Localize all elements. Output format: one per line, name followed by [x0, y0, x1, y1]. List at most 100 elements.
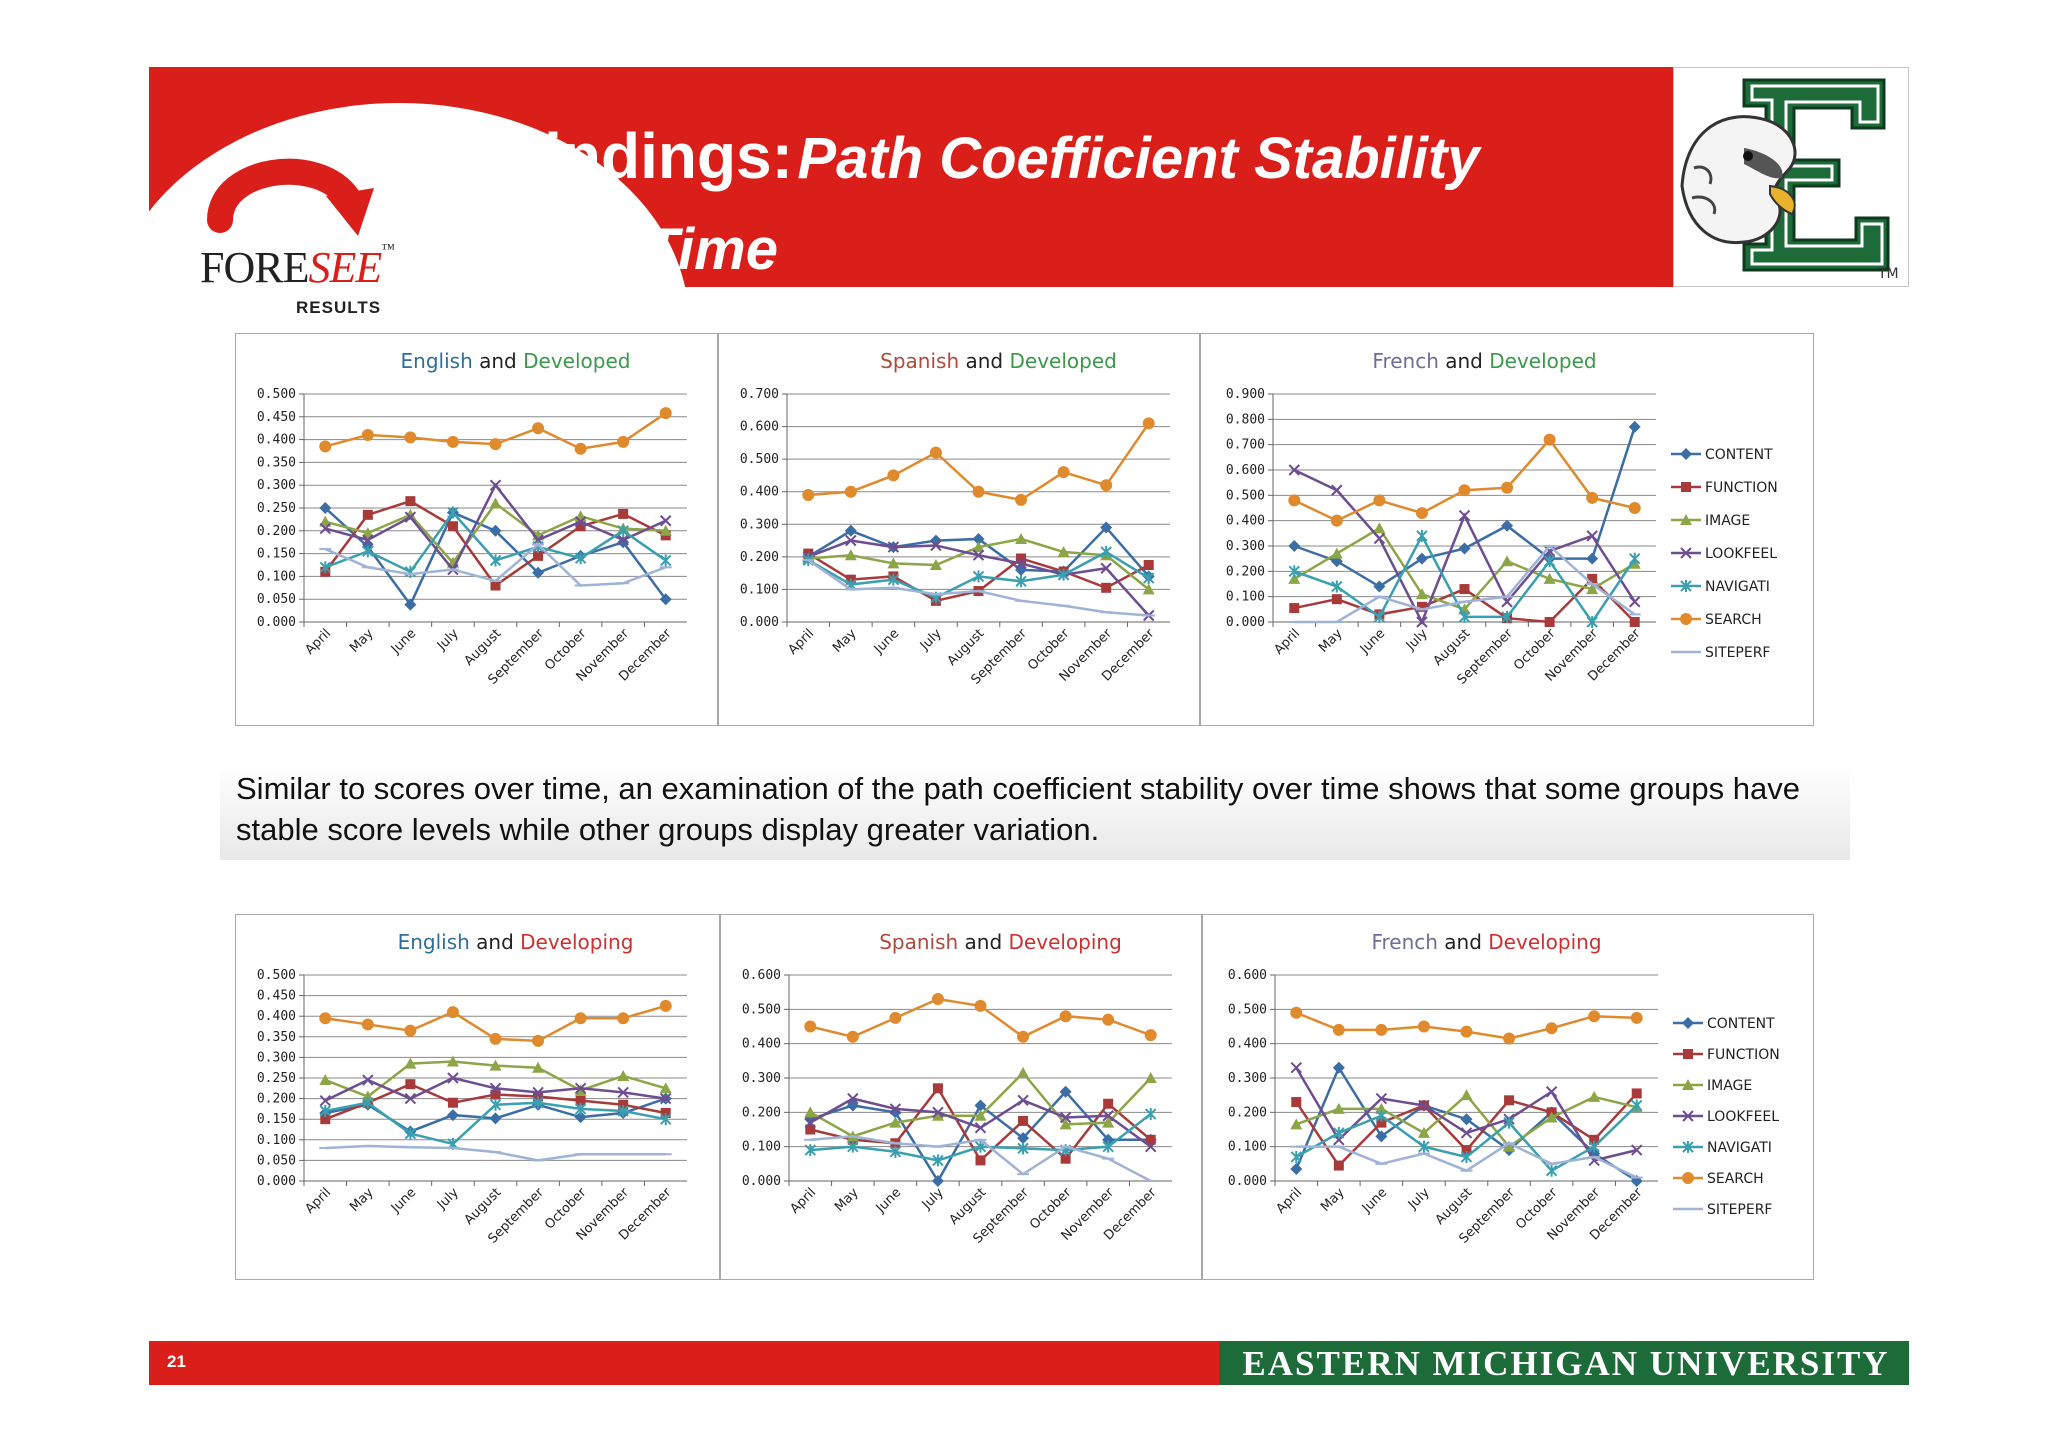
data-point — [931, 993, 944, 1006]
summary-background — [220, 765, 1850, 860]
data-point — [1501, 481, 1514, 494]
series-line — [1293, 426, 1636, 589]
data-point — [404, 431, 417, 444]
legend-item: NAVIGATI — [1671, 579, 1770, 595]
emu-tm: TM — [1877, 266, 1899, 282]
data-point — [617, 524, 629, 537]
legend-label: IMAGE — [1705, 513, 1750, 529]
data-point — [1331, 594, 1342, 605]
data-point — [617, 1012, 630, 1025]
chart-panel-french-developed: French and Developed 0.000 0.100 0.200 0.300… — [1200, 333, 1814, 726]
data-point — [1545, 1111, 1558, 1123]
data-point — [489, 479, 502, 491]
data-point — [1373, 532, 1386, 545]
data-point — [1587, 573, 1598, 584]
data-point — [804, 1116, 816, 1129]
legend-label: NAVIGATI — [1705, 579, 1770, 595]
data-point — [889, 1103, 902, 1115]
data-point — [1501, 555, 1514, 567]
series-lookfeel — [804, 1092, 1157, 1153]
eagle-e-icon: TM — [1680, 78, 1899, 282]
data-point — [1460, 1113, 1473, 1126]
data-point — [972, 549, 985, 561]
data-point — [804, 1106, 817, 1118]
data-point — [1375, 1102, 1388, 1114]
y-tick-label: 0.500 — [257, 387, 296, 402]
legend-item: SITEPERF — [1673, 1202, 1772, 1218]
data-point — [804, 1144, 816, 1157]
series-search — [1290, 1006, 1643, 1045]
data-point — [618, 1099, 629, 1110]
data-point — [489, 1082, 502, 1095]
y-tick-label: 0.400 — [742, 1037, 781, 1052]
data-point — [1142, 583, 1155, 595]
y-tick-label: 0.500 — [257, 968, 296, 983]
legend-item: IMAGE — [1673, 1078, 1752, 1094]
data-point — [1290, 1150, 1302, 1163]
y-tick-label: 0.800 — [1226, 412, 1265, 427]
y-tick-label: 0.600 — [1226, 463, 1265, 478]
data-point — [1545, 1164, 1558, 1177]
data-point — [489, 1059, 502, 1071]
data-point — [1330, 547, 1343, 559]
x-tick-label: August — [462, 626, 505, 669]
y-tick-label: 0.000 — [257, 1174, 296, 1189]
chart-title: English and Developed — [401, 349, 631, 373]
chart-title: Spanish and Developing — [879, 930, 1122, 954]
data-point — [362, 509, 373, 520]
data-point — [404, 1092, 417, 1105]
data-point — [1416, 616, 1428, 628]
data-point — [659, 593, 672, 606]
data-point — [1418, 1140, 1430, 1153]
data-point — [1059, 1085, 1072, 1098]
x-tick-label: July — [1405, 1185, 1433, 1213]
foresee-logo-sub: RESULTS — [296, 298, 382, 317]
data-point — [1458, 484, 1471, 497]
data-point — [1543, 572, 1556, 584]
y-tick-label: 0.500 — [742, 1002, 781, 1017]
data-point — [533, 1091, 544, 1102]
data-point — [802, 488, 815, 501]
data-point — [532, 1096, 544, 1109]
data-point — [1586, 491, 1599, 504]
chart-title: Spanish and Developed — [880, 349, 1117, 373]
data-point — [887, 541, 900, 553]
x-tick-label: July — [917, 626, 945, 654]
series-search — [319, 407, 672, 455]
y-tick-label: 0.000 — [257, 615, 296, 630]
data-point — [1288, 540, 1301, 552]
data-point — [1103, 1098, 1114, 1109]
y-tick-label: 0.300 — [742, 1071, 781, 1086]
legend-label: SITEPERF — [1705, 645, 1770, 661]
data-point — [404, 1127, 417, 1140]
data-point — [1501, 519, 1514, 532]
x-tick-label: June — [1359, 1185, 1390, 1216]
series-line — [1293, 526, 1636, 611]
chart-french-developing: French and Developing 0.000 0.100 0.200 0.30… — [1228, 930, 1780, 1247]
series-siteperf — [1288, 544, 1641, 624]
x-tick-label: June — [388, 626, 419, 657]
series-function — [805, 1083, 1156, 1166]
legend-item: CONTENT — [1671, 447, 1773, 463]
data-point — [1100, 521, 1113, 534]
data-point — [1330, 514, 1343, 527]
data-point — [1459, 584, 1470, 595]
chart-title-group: Developing — [1488, 930, 1601, 954]
legend-item: FUNCTION — [1671, 480, 1778, 496]
data-point — [532, 1086, 544, 1099]
y-tick-label: 0.500 — [1228, 1002, 1267, 1017]
data-point — [446, 1109, 459, 1122]
y-tick-label: 0.400 — [257, 1009, 296, 1024]
data-point — [533, 550, 544, 561]
data-point — [362, 1096, 374, 1109]
data-point — [362, 545, 374, 558]
data-point — [489, 1112, 502, 1125]
y-tick-label: 0.450 — [257, 989, 296, 1004]
y-tick-label: 0.500 — [740, 452, 779, 467]
data-point — [1288, 565, 1300, 578]
chart-panel-french-developing: French and Developing 0.000 0.100 0.200 0.30… — [1202, 914, 1814, 1280]
legend-item: SEARCH — [1673, 1171, 1764, 1187]
data-point — [489, 1032, 502, 1045]
data-point — [404, 508, 417, 520]
data-point — [659, 524, 672, 536]
